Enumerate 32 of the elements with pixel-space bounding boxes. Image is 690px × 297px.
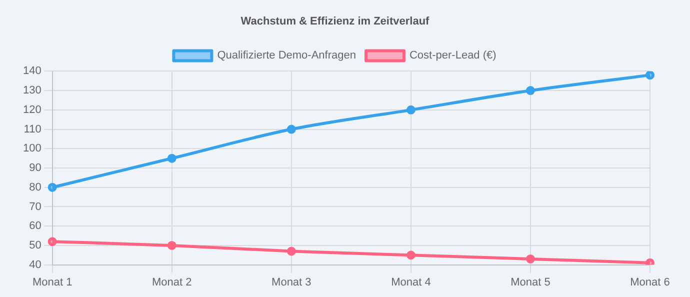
point: [526, 254, 535, 264]
y-tick-label: 120: [22, 104, 42, 116]
x-tick-label: Monat 1: [32, 276, 72, 288]
chart-title: Wachstum & Effizienz im Zeitverlauf: [240, 16, 430, 28]
point: [646, 71, 654, 80]
x-tick-label: Monat 5: [510, 276, 550, 288]
point: [646, 258, 654, 265]
x-tick-label: Monat 6: [630, 276, 670, 288]
y-tick-label: 90: [29, 162, 42, 174]
point: [406, 250, 416, 260]
point: [48, 182, 57, 192]
point: [406, 105, 416, 114]
point: [48, 237, 57, 246]
x-tick-label: Monat 2: [152, 276, 192, 288]
y-tick-label: 60: [29, 220, 42, 232]
y-tick-label: 130: [22, 84, 42, 97]
y-tick-label: 140: [22, 65, 42, 78]
y-tick-label: 110: [24, 123, 42, 136]
legend-label: Cost-per-Lead (€): [409, 50, 496, 62]
point: [286, 246, 296, 256]
y-tick-label: 100: [22, 142, 42, 155]
x-tick-label: Monat 4: [391, 276, 431, 288]
x-tick-label: Monat 3: [272, 276, 312, 288]
point: [167, 240, 176, 250]
y-tick-label: 50: [29, 239, 42, 252]
point: [286, 124, 296, 134]
y-tick-label: 40: [29, 258, 42, 271]
y-tick-label: 70: [29, 200, 42, 213]
point: [167, 154, 176, 163]
legend-label: Qualifizierte Demo-Anfragen: [217, 50, 356, 62]
point: [526, 86, 535, 96]
y-tick-label: 80: [29, 181, 42, 194]
